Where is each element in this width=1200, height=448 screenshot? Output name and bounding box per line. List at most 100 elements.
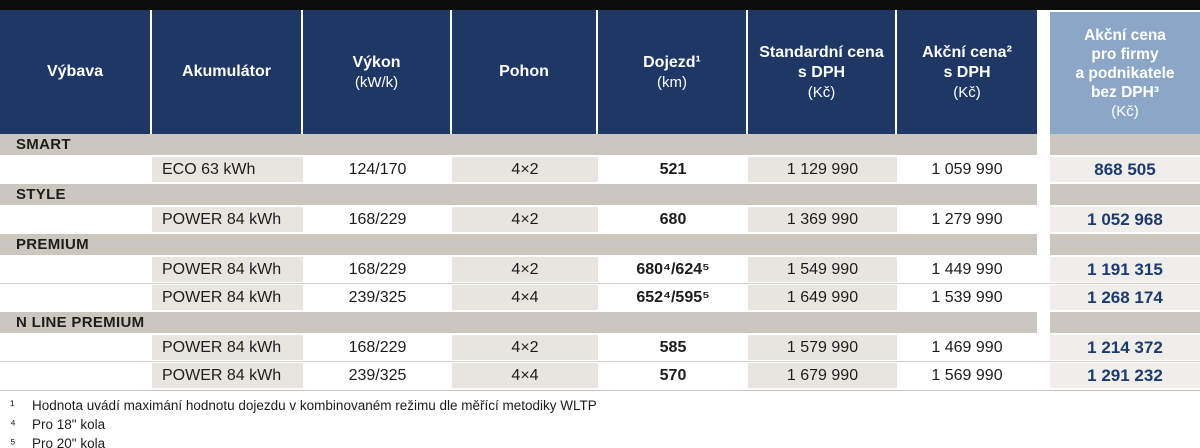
standard-price-cell: 1 579 990 [748,335,897,360]
promo-price-cell: 1 539 990 [897,285,1037,310]
range-cell: 680 [598,207,748,232]
promo-price-cell: 1 279 990 [897,207,1037,232]
standard-price-cell: 1 549 990 [748,257,897,282]
col-title: Výkon [352,53,401,71]
section-row-smart: SMART [0,134,1200,155]
col-title: Akční cena pro firmy a podnikatele bez D… [1075,26,1175,101]
footnote: ¹ Hodnota uvádí maximání hodnotu dojezdu… [0,396,1200,415]
battery-cell: POWER 84 kWh [152,335,303,360]
battery-cell: ECO 63 kWh [152,157,303,182]
standard-price-cell: 1 649 990 [748,285,897,310]
footnote-marker: ⁴ [10,417,16,432]
battery-cell: POWER 84 kWh [152,257,303,282]
section-header: STYLE [0,184,1037,205]
col-unit: (km) [657,73,687,91]
promo-price-cell: 1 449 990 [897,257,1037,282]
footnote-marker: ¹ [10,398,15,413]
table-body: SMART ECO 63 kWh 124/170 4×2 521 1 129 9… [0,134,1200,391]
standard-price-cell: 1 369 990 [748,207,897,232]
equipment-cell [0,363,152,388]
battery-cell: POWER 84 kWh [152,207,303,232]
col-unit: (Kč) [953,83,981,101]
promo-price-cell: 1 059 990 [897,157,1037,182]
section-row-n-line-premium: N LINE PREMIUM [0,312,1200,333]
footnote-text: Hodnota uvádí maximání hodnotu dojezdu v… [32,398,597,413]
equipment-cell [0,335,152,360]
column-gap [1037,285,1050,310]
range-cell: 521 [598,157,748,182]
range-cell: 570 [598,363,748,388]
business-price-cell: 868 505 [1050,157,1200,182]
section-row-style: STYLE [0,184,1200,205]
col-header-akcni-cena: Akční cena² s DPH (Kč) [897,10,1037,134]
col-header-akumulator: Akumulátor [152,10,303,134]
power-cell: 239/325 [303,363,452,388]
row-divider [0,361,1200,362]
col-title: Výbava [46,63,104,80]
section-header: PREMIUM [0,234,1037,255]
drive-cell: 4×2 [452,207,598,232]
drive-cell: 4×4 [452,363,598,388]
col-title: Dojezd¹ [643,53,701,71]
footnote: ⁴ Pro 18" kola [0,415,1200,434]
drive-cell: 4×2 [452,257,598,282]
col-title: Standardní cena s DPH [759,43,884,81]
promo-price-cell: 1 469 990 [897,335,1037,360]
equipment-cell [0,157,152,182]
power-cell: 124/170 [303,157,452,182]
top-divider-bar [0,0,1200,10]
column-gap [1037,157,1050,182]
standard-price-cell: 1 679 990 [748,363,897,388]
col-header-pohon: Pohon [452,10,598,134]
section-header-last-col [1050,312,1200,333]
range-cell: 585 [598,335,748,360]
col-header-dojezd: Dojezd¹ (km) [598,10,748,134]
table-bottom-border [0,390,1200,391]
row-divider [0,283,1200,284]
col-header-cena-firmy: Akční cena pro firmy a podnikatele bez D… [1050,12,1200,134]
battery-cell: POWER 84 kWh [152,363,303,388]
section-header: SMART [0,134,1037,155]
data-row: POWER 84 kWh 239/325 4×4 570 1 679 990 1… [0,363,1200,388]
col-title: Akumulátor [182,63,271,80]
column-gap [1037,335,1050,360]
column-gap [1037,134,1050,155]
standard-price-cell: 1 129 990 [748,157,897,182]
business-price-cell: 1 191 315 [1050,257,1200,282]
footnote: ⁵ Pro 20" kola [0,434,1200,448]
section-row-premium: PREMIUM [0,234,1200,255]
equipment-cell [0,257,152,282]
equipment-cell [0,285,152,310]
footnote-marker: ⁵ [10,436,16,448]
section-header-last-col [1050,134,1200,155]
column-gap [1037,312,1050,333]
col-unit: (Kč) [807,83,836,101]
business-price-cell: 1 052 968 [1050,207,1200,232]
table-header: Výbava Akumulátor Výkon (kW/k) Pohon Doj… [0,10,1200,134]
range-cell: 680⁴/624⁵ [598,257,748,282]
column-gap [1037,184,1050,205]
data-row: POWER 84 kWh 168/229 4×2 680 1 369 990 1… [0,207,1200,232]
data-row: POWER 84 kWh 168/229 4×2 680⁴/624⁵ 1 549… [0,257,1200,282]
business-price-cell: 1 268 174 [1050,285,1200,310]
business-price-cell: 1 214 372 [1050,335,1200,360]
col-unit: (Kč) [1111,102,1139,120]
footnote-text: Pro 20" kola [32,436,106,448]
column-gap [1037,234,1050,255]
col-header-standardni-cena: Standardní cena s DPH (Kč) [748,10,897,134]
data-row: POWER 84 kWh 168/229 4×2 585 1 579 990 1… [0,335,1200,360]
power-cell: 239/325 [303,285,452,310]
footnote-text: Pro 18" kola [32,417,106,432]
column-gap [1037,363,1050,388]
drive-cell: 4×2 [452,157,598,182]
equipment-cell [0,207,152,232]
drive-cell: 4×2 [452,335,598,360]
column-gap [1037,257,1050,282]
col-title: Pohon [499,63,549,80]
range-cell: 652⁴/595⁵ [598,285,748,310]
section-header-last-col [1050,184,1200,205]
col-header-vykon: Výkon (kW/k) [303,10,452,134]
column-gap [1037,207,1050,232]
drive-cell: 4×4 [452,285,598,310]
